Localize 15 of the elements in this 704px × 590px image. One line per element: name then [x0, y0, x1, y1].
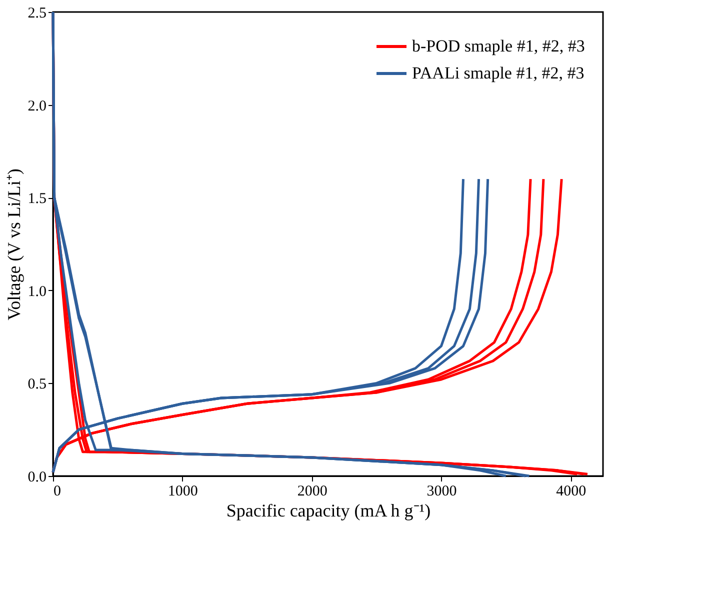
y-tick-label: 1.5	[28, 191, 46, 208]
legend-label: b-POD smaple #1, #2, #3	[412, 36, 585, 56]
y-axis-title: Voltage (V vs Li/Li⁺)	[4, 168, 24, 320]
y-tick-label: 2.0	[28, 98, 46, 114]
x-tick-label: 1000	[168, 484, 198, 500]
x-tick-label: 2000	[297, 484, 328, 500]
x-tick-label: 0	[54, 484, 61, 500]
x-axis-title: Spacific capacity (mA h g⁻¹)	[226, 500, 431, 520]
y-tick-label: 2.5	[28, 6, 46, 22]
x-tick-label: 3000	[426, 484, 457, 500]
x-tick-label: 4000	[556, 484, 586, 500]
legend-label: PAALi smaple #1, #2, #3	[412, 64, 584, 82]
y-tick-label: 1.0	[28, 284, 46, 300]
y-tick-label: 0.0	[28, 470, 46, 486]
y-tick-label: 0.5	[28, 376, 46, 393]
